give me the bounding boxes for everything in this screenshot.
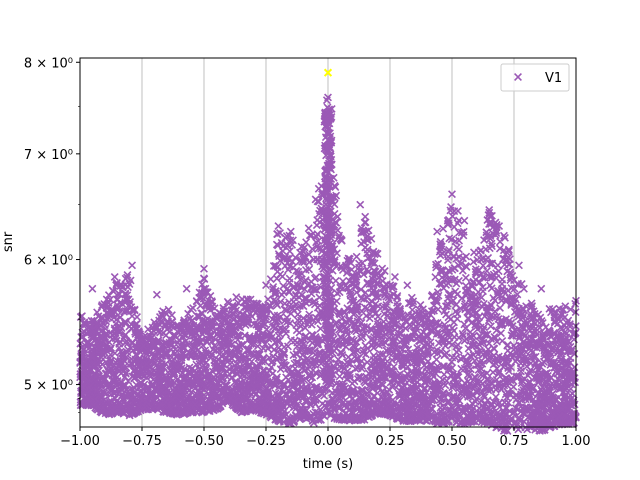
data-point: [335, 372, 344, 381]
data-point: [277, 290, 286, 299]
data-point: [391, 325, 400, 334]
data-point: [440, 370, 449, 379]
data-point: [498, 279, 506, 288]
data-point: [452, 254, 461, 263]
data-point: [466, 328, 475, 337]
data-point: [266, 275, 275, 284]
data-point: [307, 277, 316, 286]
data-point: [491, 393, 500, 401]
data-point: [452, 348, 461, 356]
data-point: [489, 294, 498, 303]
data-point: [133, 313, 141, 321]
data-point: [539, 332, 548, 341]
data-point: [453, 290, 462, 299]
data-point: [496, 237, 504, 246]
data-point: [496, 304, 504, 312]
data-point: [447, 235, 456, 244]
data-point: [388, 282, 397, 291]
data-point: [447, 357, 456, 366]
data-point: [269, 282, 278, 291]
data-point: [335, 288, 344, 297]
data-point: [279, 281, 288, 290]
data-point: [201, 346, 210, 355]
data-point: [268, 323, 277, 332]
scatter-points: [76, 93, 580, 435]
data-point: [338, 277, 347, 286]
data-point: [453, 314, 462, 323]
data-point: [486, 322, 495, 331]
data-point: [300, 285, 309, 294]
data-point: [495, 244, 504, 253]
data-point: [493, 261, 502, 270]
data-point: [352, 252, 361, 261]
data-point: [452, 243, 461, 252]
data-point: [485, 272, 494, 281]
data-point: [304, 224, 313, 233]
data-point: [461, 273, 470, 282]
data-point: [446, 314, 455, 323]
data-point: [282, 329, 290, 338]
